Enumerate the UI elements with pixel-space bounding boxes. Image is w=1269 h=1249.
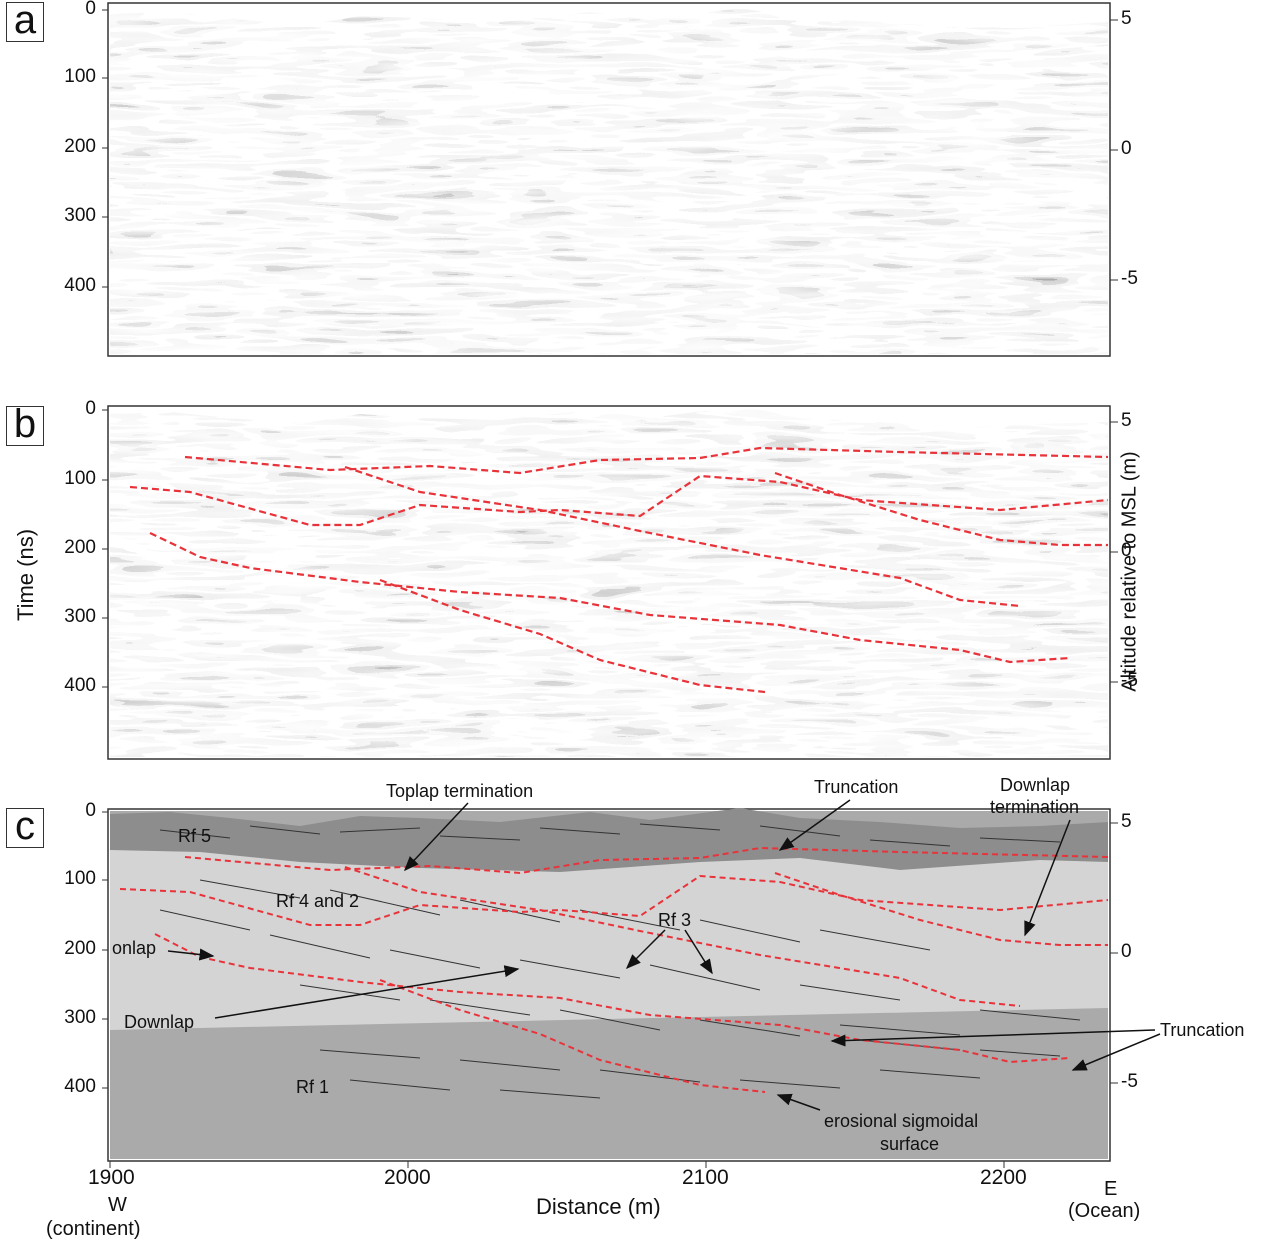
left-tick-label: 100 — [64, 66, 96, 87]
right-tick-label: -5 — [1121, 1071, 1138, 1092]
left-tick-label: 400 — [64, 275, 96, 296]
erosional-label-2: surface — [880, 1134, 940, 1154]
panel-b-reflectors — [129, 446, 1109, 694]
west-label: W — [108, 1194, 127, 1216]
right-tick-label: 0 — [1121, 138, 1132, 159]
truncation-label-right: Truncation — [1160, 1020, 1245, 1040]
panel-c-bedding-lines — [159, 823, 1081, 1099]
downlap-termination-label-1: Downlap — [1000, 775, 1071, 795]
rf42-label: Rf 4 and 2 — [276, 891, 360, 911]
left-tick-label: 200 — [64, 537, 96, 558]
left-tick-label: 100 — [64, 868, 96, 889]
onlap-label: onlap — [112, 938, 157, 958]
bottom-axis-title: Distance (m) — [536, 1194, 661, 1219]
right-axis-title: Altitude relative to MSL (m) — [1118, 451, 1141, 692]
bottom-tick-label: 1900 — [88, 1166, 135, 1189]
left-tick-label: 300 — [64, 1007, 96, 1028]
bottom-tick-label: 2100 — [682, 1166, 729, 1189]
left-tick-label: 200 — [64, 136, 96, 157]
left-tick-label: 200 — [64, 938, 96, 959]
left-axis-title: Time (ns) — [13, 528, 39, 622]
right-tick-marks — [1110, 19, 1118, 1084]
rf1-label: Rf 1 — [296, 1077, 330, 1097]
right-tick-label: 5 — [1121, 811, 1132, 832]
erosional-label-1: erosional sigmoidal — [824, 1111, 979, 1131]
left-tick-label: 400 — [64, 675, 96, 696]
west-sub-label: (continent) — [46, 1218, 141, 1240]
bottom-tick-label: 2200 — [980, 1166, 1027, 1189]
panel-c-interpretation — [107, 799, 1161, 1162]
east-label: E — [1104, 1178, 1118, 1200]
downlap-termination-label-2: termination — [990, 797, 1080, 817]
toplap-label: Toplap termination — [386, 781, 534, 801]
right-tick-label: 0 — [1121, 540, 1132, 561]
left-tick-marks — [102, 9, 108, 1089]
bottom-tick-label: 2000 — [384, 1166, 431, 1189]
left-tick-label: 0 — [85, 0, 96, 19]
bottom-tick-marks — [109, 1161, 1005, 1168]
panel-a-radargram — [107, 2, 1111, 357]
left-tick-label: 300 — [64, 606, 96, 627]
right-tick-label: -5 — [1121, 670, 1138, 691]
left-tick-label: 400 — [64, 1076, 96, 1097]
east-sub-label: (Ocean) — [1068, 1200, 1141, 1222]
downlap-label: Downlap — [124, 1012, 195, 1032]
truncation-label-top: Truncation — [814, 777, 899, 797]
rf5-unit — [110, 808, 1108, 872]
right-tick-label: 5 — [1121, 410, 1132, 431]
panel-label-b: b — [6, 404, 44, 446]
rf42-unit — [110, 848, 1108, 1030]
left-tick-label: 100 — [64, 468, 96, 489]
panel-label-a: a — [6, 0, 44, 42]
left-tick-label: 0 — [85, 800, 96, 821]
rf3-label: Rf 3 — [658, 910, 692, 930]
annotation-arrows — [167, 799, 1161, 1111]
right-tick-label: -5 — [1121, 268, 1138, 289]
left-tick-label: 300 — [64, 205, 96, 226]
panel-label-c: c — [6, 806, 44, 848]
right-tick-label: 0 — [1121, 941, 1132, 962]
rf5-label: Rf 5 — [178, 826, 212, 846]
right-tick-label: 5 — [1121, 8, 1132, 29]
panel-c-reflectors — [119, 846, 1109, 1093]
panel-b-radargram — [107, 405, 1111, 760]
left-tick-label: 0 — [85, 398, 96, 419]
